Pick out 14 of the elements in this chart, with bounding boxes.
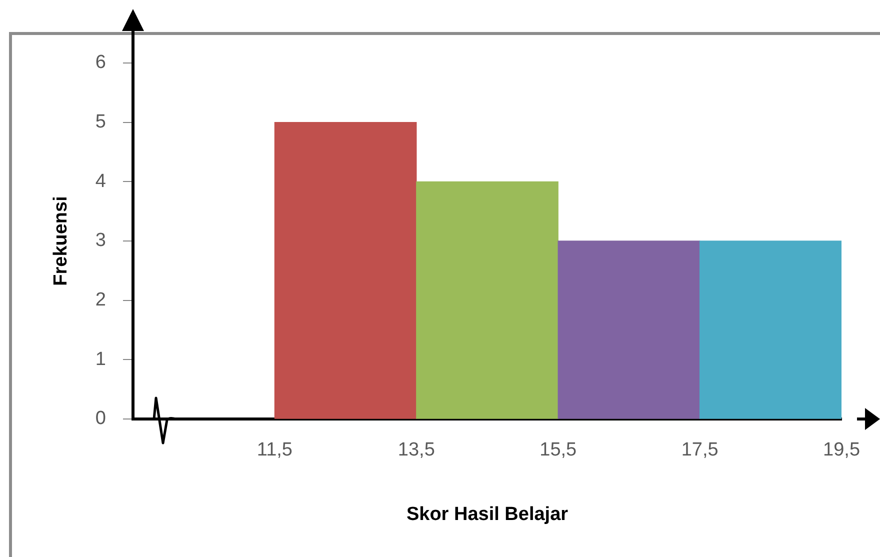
y-tick-label: 2	[95, 290, 106, 311]
y-tick-label: 1	[95, 348, 106, 370]
x-axis-title: Skor Hasil Belajar	[406, 504, 569, 525]
x-tick-label: 17,5	[681, 440, 718, 461]
x-tick-label: 15,5	[540, 440, 577, 461]
y-tick-label: 6	[95, 52, 106, 74]
x-tick-label: 11,5	[256, 440, 292, 461]
y-axis-title: Frekuensi	[50, 196, 72, 286]
y-tick-label: 3	[95, 230, 106, 252]
x-tick-label: 13,5	[398, 440, 435, 461]
x-tick-label: 19,5	[823, 440, 860, 461]
y-tick-label: 4	[95, 170, 106, 192]
y-tick-label: 5	[95, 112, 106, 133]
y-tick-label: 0	[95, 408, 106, 430]
